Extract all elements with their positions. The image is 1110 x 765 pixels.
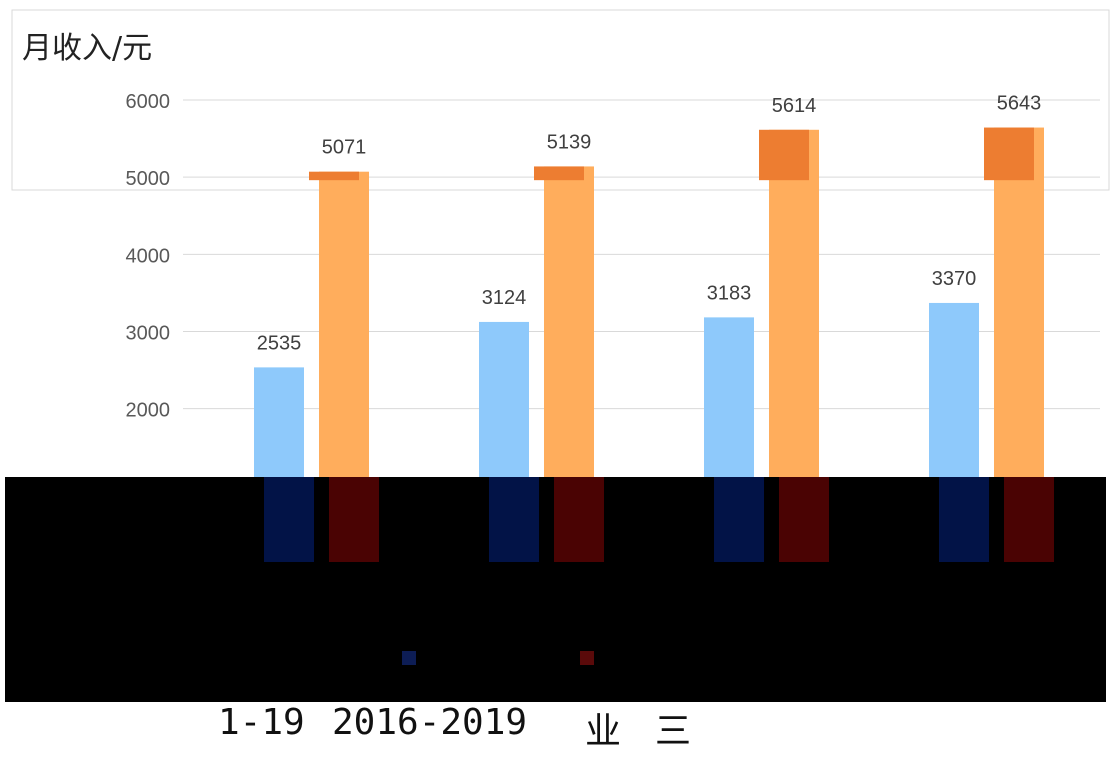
obscured-bar (554, 477, 604, 562)
data-labels: 2535 5071 3124 5139 3183 5614 3370 5643 (257, 93, 1042, 355)
data-label: 3370 (932, 268, 977, 290)
data-label: 5071 (322, 137, 367, 159)
bar-overflow-segment (984, 127, 1034, 181)
caption-char-1: 业 (585, 711, 622, 752)
data-label: 2535 (257, 332, 302, 354)
y-tick-label: 6000 (126, 91, 171, 113)
y-tick-label: 3000 (126, 323, 171, 345)
y-tick-labels: 100020003000400050006000 (126, 91, 171, 499)
y-tick-label: 2000 (126, 400, 171, 422)
bar-overflow-segment (534, 166, 584, 181)
obscured-bar (939, 477, 989, 562)
bar-overflow-segment (759, 129, 809, 181)
data-label: 5139 (547, 131, 592, 153)
caption-years: 2016-2019 (332, 702, 528, 743)
bar-overflow-segment (309, 171, 359, 181)
obscured-bar (489, 477, 539, 562)
y-axis-title: 月收入/元 (22, 31, 152, 66)
legend-swatch-series-1 (402, 651, 416, 665)
obscured-bar (1004, 477, 1054, 562)
figure-caption: 1-19 2016-2019 业 三 (0, 690, 1110, 765)
data-label: 3183 (707, 282, 752, 304)
y-tick-label: 5000 (126, 168, 171, 190)
data-label: 3124 (482, 287, 527, 309)
data-label: 5614 (772, 95, 817, 117)
legend (402, 651, 594, 665)
data-label: 5643 (997, 93, 1042, 115)
caption-char-2: 三 (655, 711, 692, 752)
caption-figure-number: 1-19 (218, 702, 305, 743)
legend-swatch-series-2 (580, 651, 594, 665)
obscured-bar (264, 477, 314, 562)
obscured-bar (329, 477, 379, 562)
y-tick-label: 4000 (126, 245, 171, 267)
obscured-bars (264, 477, 1054, 562)
obscured-bar (779, 477, 829, 562)
obscured-bar (714, 477, 764, 562)
